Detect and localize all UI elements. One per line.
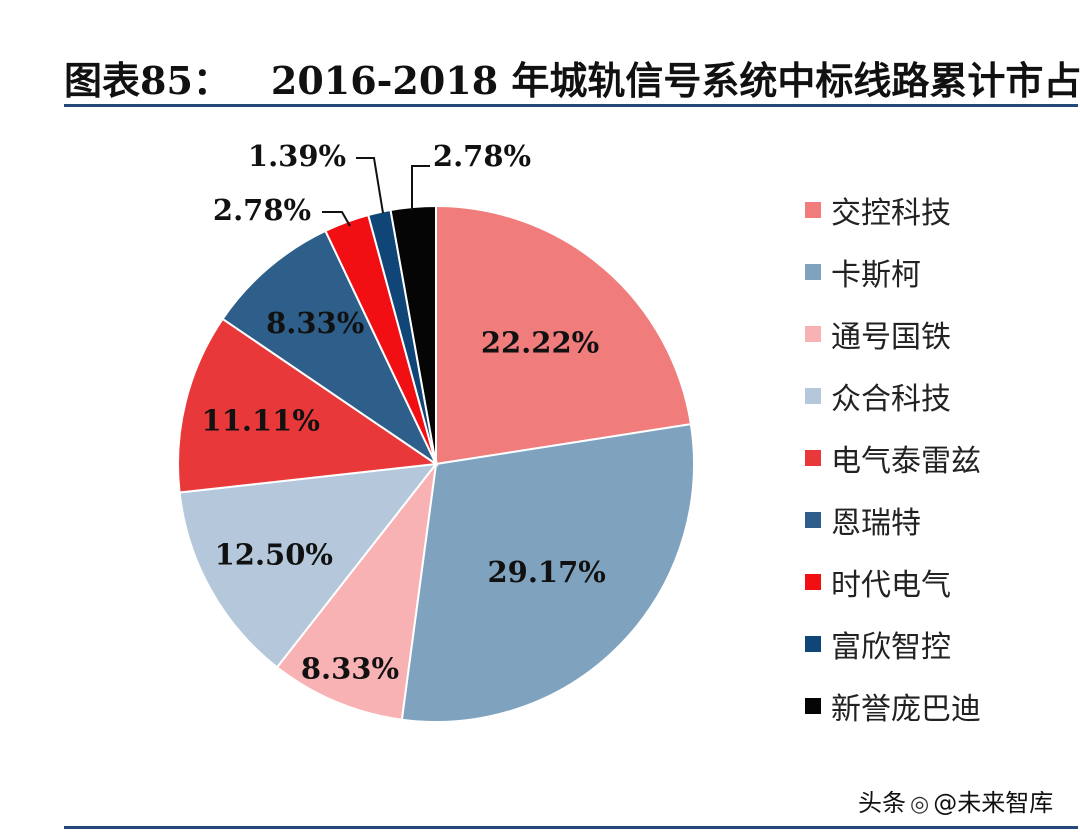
bottom-divider — [64, 826, 1078, 829]
slice-label-3: 8.33% — [301, 652, 399, 686]
pie-slice-2 — [400, 423, 695, 723]
pie-slice-4 — [178, 462, 439, 669]
legend-item-2: 卡斯柯 — [805, 252, 921, 293]
legend-swatch-2 — [805, 264, 821, 280]
watermark-account: 未来智库 — [957, 789, 1054, 817]
slice-label-7: 2.78% — [213, 193, 311, 227]
legend-item-6: 恩瑞特 — [805, 500, 921, 541]
legend-swatch-5 — [805, 450, 821, 466]
watermark-at: @ — [933, 789, 958, 817]
legend-item-5: 电气泰雷兹 — [805, 438, 981, 479]
legend-item-8: 富欣智控 — [805, 624, 951, 665]
chart-title-text: 2016-2018 年城轨信号系统中标线路累计市占率 — [270, 58, 1080, 103]
leader-line-8 — [356, 157, 384, 214]
watermark-source: 头条 — [858, 789, 906, 817]
legend-label-1: 交控科技 — [831, 196, 951, 231]
legend-label-2: 卡斯柯 — [831, 258, 921, 293]
legend-label-5: 电气泰雷兹 — [831, 444, 981, 479]
slice-label-4: 12.50% — [215, 538, 333, 572]
legend-swatch-6 — [805, 512, 821, 528]
legend-item-9: 新誉庞巴迪 — [805, 686, 981, 727]
pie-slice-9 — [389, 204, 437, 465]
legend-swatch-8 — [805, 636, 821, 652]
legend-item-4: 众合科技 — [805, 376, 951, 417]
slice-label-5: 11.11% — [202, 404, 320, 438]
title-divider — [64, 104, 1078, 107]
watermark: 头条 ◎ @未来智库 — [858, 783, 1053, 818]
leader-line-9 — [411, 165, 430, 211]
legend-label-3: 通号国铁 — [831, 320, 951, 355]
slice-label-8: 1.39% — [248, 139, 346, 173]
slice-label-2: 29.17% — [487, 555, 605, 589]
chart-title-prefix: 图表85： — [64, 58, 231, 103]
pie-slice-3 — [275, 460, 438, 721]
pie-slice-5 — [177, 317, 439, 494]
pie-slice-1 — [435, 204, 693, 466]
legend-swatch-4 — [805, 388, 821, 404]
legend-swatch-9 — [805, 698, 821, 714]
legend-item-3: 通号国铁 — [805, 314, 951, 355]
wechat-icon: ◎ — [910, 792, 930, 817]
legend-swatch-7 — [805, 574, 821, 590]
leader-line-7 — [322, 211, 351, 227]
legend-label-6: 恩瑞特 — [831, 506, 921, 541]
slice-label-1: 22.22% — [481, 325, 599, 359]
legend-item-1: 交控科技 — [805, 190, 951, 231]
legend-label-9: 新誉庞巴迪 — [831, 692, 981, 727]
legend-label-7: 时代电气 — [831, 568, 951, 603]
legend-swatch-1 — [805, 202, 821, 218]
legend-label-4: 众合科技 — [831, 382, 951, 417]
slice-label-9: 2.78% — [433, 139, 531, 173]
chart-title: 图表85： 2016-2018 年城轨信号系统中标线路累计市占率 — [64, 50, 1080, 105]
pie-slice-6 — [221, 229, 439, 467]
legend-item-7: 时代电气 — [805, 562, 951, 603]
slice-label-6: 8.33% — [266, 306, 364, 340]
legend-swatch-3 — [805, 326, 821, 342]
legend-label-8: 富欣智控 — [831, 630, 951, 665]
